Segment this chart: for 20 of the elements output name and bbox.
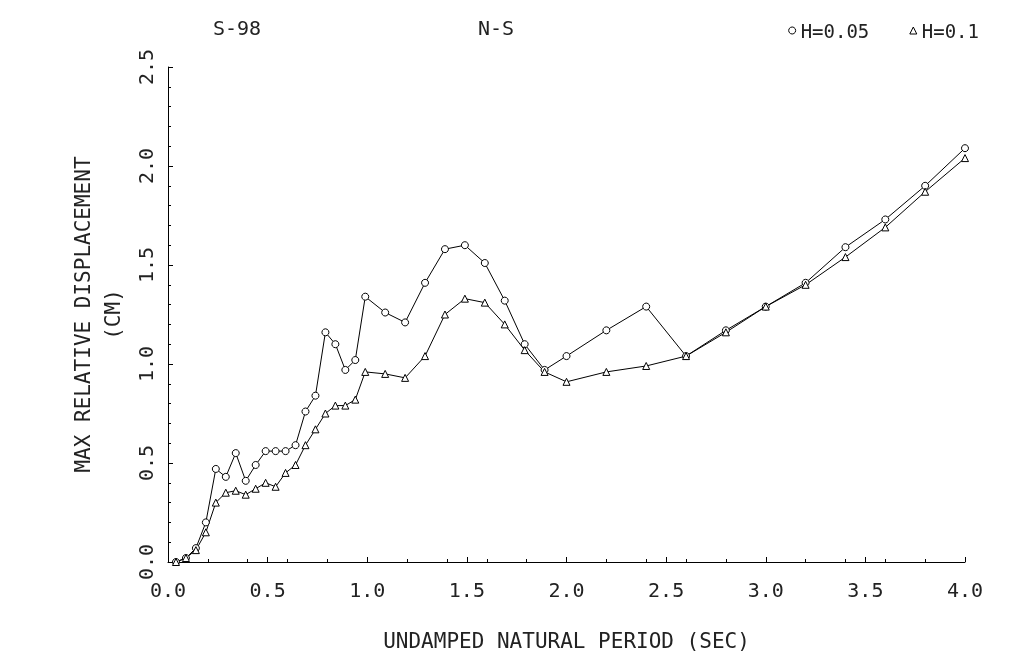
text: S-98 xyxy=(213,16,262,40)
y-tick-label: 1.5 xyxy=(134,246,158,284)
x-tick-label: 1.5 xyxy=(448,578,485,602)
legend-label: H=0.05 xyxy=(800,19,870,42)
x-tick-label: 2.0 xyxy=(548,578,585,602)
y-tick-label: 0.5 xyxy=(134,444,158,482)
x-tick-label: 1.0 xyxy=(349,578,386,602)
y-axis-title: MAX RELATIVE DISPLACEMENT (CM) xyxy=(71,156,126,473)
legend-label: H=0.1 xyxy=(921,19,980,42)
y-tick-label: 2.0 xyxy=(134,147,158,185)
y-tick-label: 1.0 xyxy=(134,345,158,383)
x-tick-label: 3.5 xyxy=(847,578,884,602)
x-tick-label: 0.0 xyxy=(149,578,187,602)
x-tick-label: 4.0 xyxy=(946,578,984,602)
x-tick-label: 2.5 xyxy=(648,578,685,602)
x-axis-title: UNDAMPED NATURAL PERIOD (SEC) xyxy=(383,628,750,653)
y-tick-label: 2.5 xyxy=(134,48,158,86)
x-tick-label: 3.0 xyxy=(747,578,784,602)
text: N-S xyxy=(478,16,515,40)
x-tick-label: 0.5 xyxy=(249,578,286,602)
